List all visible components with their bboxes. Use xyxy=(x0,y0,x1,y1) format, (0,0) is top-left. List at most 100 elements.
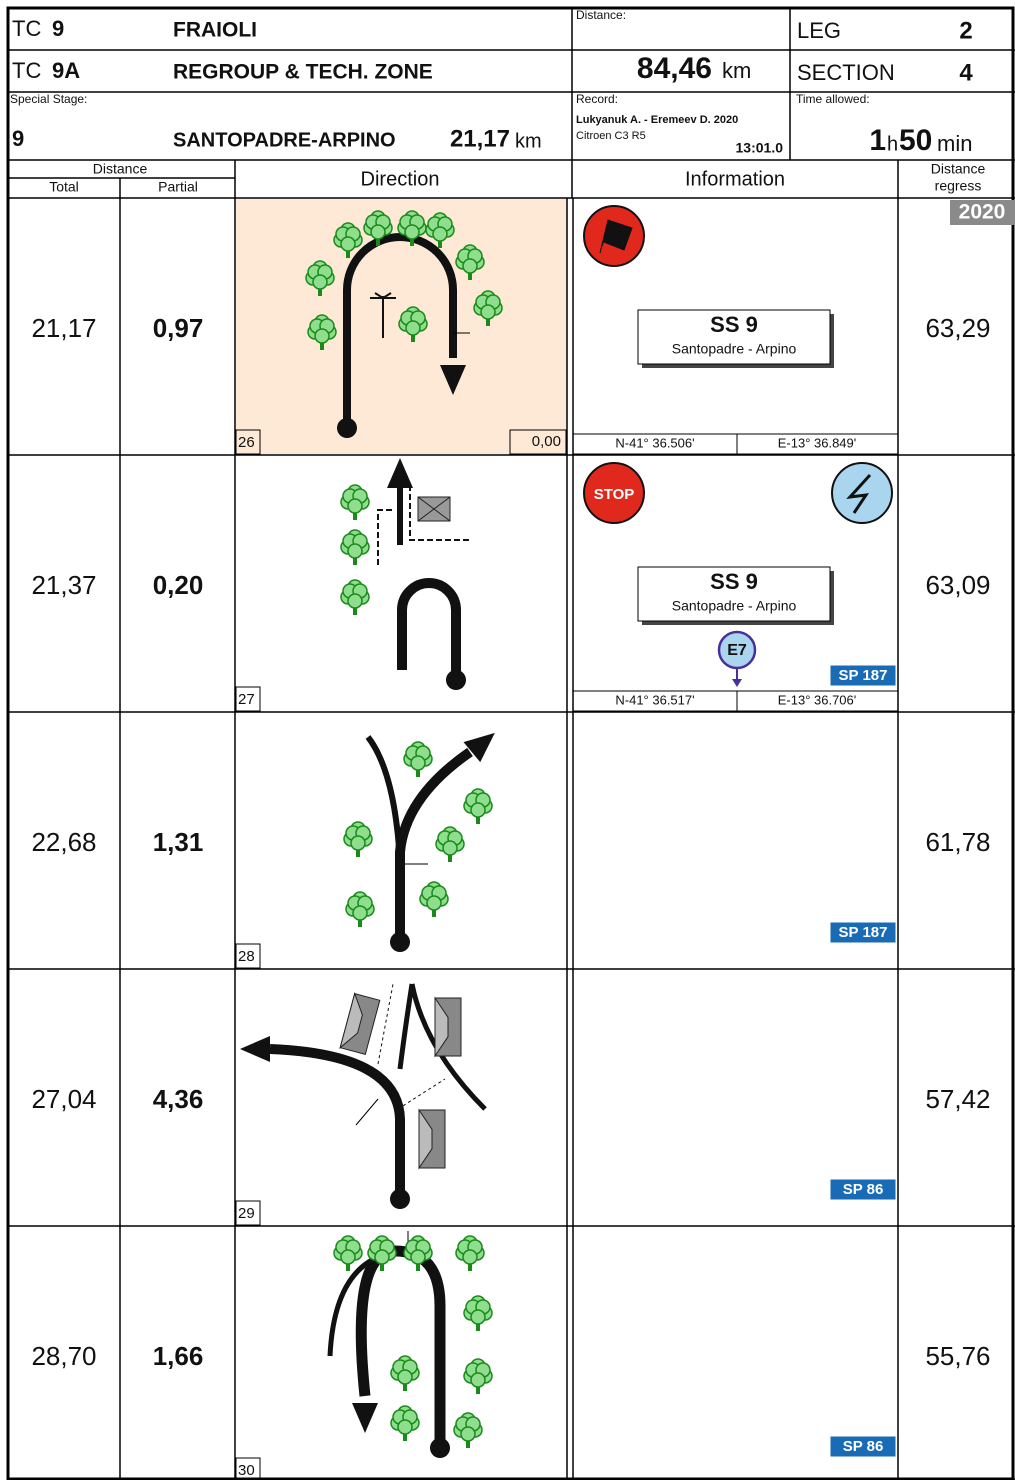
trunk xyxy=(376,234,380,246)
box-number-text: 27 xyxy=(238,691,255,708)
road-badge xyxy=(829,664,897,687)
leaf xyxy=(462,258,478,274)
leaf xyxy=(404,224,420,240)
leaf xyxy=(350,835,366,851)
trunk xyxy=(466,1436,470,1448)
tree-icon xyxy=(340,579,370,615)
field-label: Special Stage: xyxy=(10,92,87,106)
tree-icon xyxy=(463,1358,493,1394)
trunk xyxy=(468,268,472,280)
start-dot xyxy=(446,670,466,690)
coord-box xyxy=(736,690,899,712)
trunk xyxy=(380,1259,384,1271)
building-icon xyxy=(434,996,462,1058)
start-dot xyxy=(337,418,357,438)
field-label: Time allowed: xyxy=(796,92,870,106)
tree-icon xyxy=(307,314,337,350)
column-header: Distance xyxy=(931,161,986,177)
road xyxy=(397,578,461,680)
leaf xyxy=(405,320,421,336)
roof xyxy=(417,496,451,522)
section-label: SECTION xyxy=(797,60,895,85)
box-number-text: 28 xyxy=(238,948,255,965)
trunk xyxy=(353,553,357,565)
coordinate: E-13° 36.849' xyxy=(778,435,857,450)
leaf xyxy=(347,593,363,609)
trunk xyxy=(411,330,415,342)
box-number xyxy=(235,1457,261,1480)
time-minutes: 50 xyxy=(899,124,932,157)
unit: km xyxy=(515,130,542,152)
regress-distance: 55,76 xyxy=(925,1341,990,1371)
tree-icon xyxy=(340,529,370,565)
trunk xyxy=(346,246,350,258)
tc-prefix: TC xyxy=(12,16,41,41)
road-number: SP 187 xyxy=(839,667,888,684)
track xyxy=(377,983,446,1110)
leg-label: LEG xyxy=(797,18,841,43)
road-number: SP 86 xyxy=(843,1438,884,1455)
leaf xyxy=(340,1249,356,1265)
leaf xyxy=(397,1419,413,1435)
tc-number: 9 xyxy=(52,16,64,41)
road xyxy=(269,1044,405,1199)
column-header: Distance xyxy=(93,161,148,177)
partial-distance: 1,31 xyxy=(153,827,204,857)
trunk xyxy=(410,234,414,246)
field-label: Distance: xyxy=(576,8,626,22)
leaf xyxy=(470,1372,486,1388)
box-number-text: 30 xyxy=(238,1462,255,1479)
field-label: Record: xyxy=(576,92,618,106)
partial-distance: 0,20 xyxy=(153,570,204,600)
arrow-head xyxy=(240,1036,270,1062)
tree-icon xyxy=(455,244,485,280)
total-distance: 21,17 xyxy=(31,313,96,343)
odo-box xyxy=(509,429,567,455)
speed-sign xyxy=(831,462,893,524)
coordinate: N-41° 36.517' xyxy=(615,692,694,707)
road-number: SP 86 xyxy=(843,1181,884,1198)
leaf xyxy=(347,543,363,559)
leaf xyxy=(426,895,442,911)
stage-name: SANTOPADRE-ARPINO xyxy=(173,129,396,151)
trunk xyxy=(403,1429,407,1441)
column-header: Total xyxy=(49,179,79,195)
tree-icon xyxy=(363,210,393,246)
leaf xyxy=(470,1309,486,1325)
odo-reading: 0,00 xyxy=(532,433,561,450)
tc-name: REGROUP & TECH. ZONE xyxy=(173,61,433,84)
roof xyxy=(434,996,449,1058)
pole-icon xyxy=(370,292,396,338)
sign-title: SS 9 xyxy=(710,569,758,594)
regress-distance: 63,09 xyxy=(925,570,990,600)
sign-title: SS 9 xyxy=(710,312,758,337)
tree-icon xyxy=(398,306,428,342)
column-header: Information xyxy=(685,168,785,190)
trunk xyxy=(476,812,480,824)
partial-distance: 1,66 xyxy=(153,1341,204,1371)
leaf xyxy=(470,802,486,818)
regress-distance: 63,29 xyxy=(925,313,990,343)
total-distance: 22,68 xyxy=(31,827,96,857)
trunk xyxy=(432,905,436,917)
stage-number: 9 xyxy=(12,126,24,151)
trunk xyxy=(448,850,452,862)
arrow-head xyxy=(387,458,413,488)
box-number-text: 29 xyxy=(238,1205,255,1222)
unit: min xyxy=(937,131,972,156)
tree-icon xyxy=(403,1235,433,1271)
partial-distance: 4,36 xyxy=(153,1084,204,1114)
tree-icon xyxy=(425,212,455,248)
trunk xyxy=(353,603,357,615)
trunk xyxy=(416,1259,420,1271)
leaf xyxy=(480,304,496,320)
tree-icon xyxy=(403,741,433,777)
record-time: 13:01.0 xyxy=(736,140,784,156)
unit: km xyxy=(722,58,751,83)
stage-sign xyxy=(637,309,831,365)
stage-sign xyxy=(637,566,831,622)
leaf xyxy=(442,840,458,856)
trunk xyxy=(358,915,362,927)
start-dot xyxy=(390,1189,410,1209)
